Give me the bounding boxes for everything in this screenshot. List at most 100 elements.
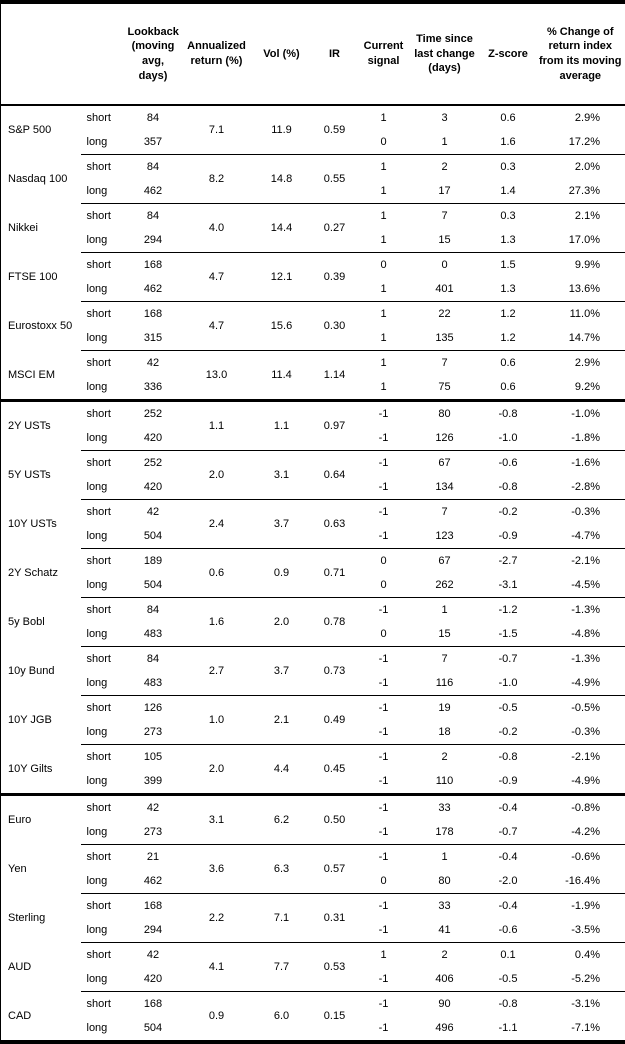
annualized-return-value: 3.6 xyxy=(181,845,253,894)
z-score-value: 0.6 xyxy=(481,105,536,130)
pct-change-value: -2.8% xyxy=(536,475,625,500)
pct-change-value: -1.0% xyxy=(536,401,625,427)
pct-change-value: -0.6% xyxy=(536,845,625,870)
ir-value: 0.64 xyxy=(311,451,359,500)
leg-label: short xyxy=(81,549,126,574)
pct-change-value: -4.8% xyxy=(536,622,625,647)
leg-label: short xyxy=(81,992,126,1017)
time-since-value: 7 xyxy=(409,351,481,376)
signal-value: 1 xyxy=(359,375,409,401)
table-row-short: Euro short 42 3.1 6.2 0.50 -1 33 -0.4 -0… xyxy=(1,795,625,821)
table-row-short: Yen short 21 3.6 6.3 0.57 -1 1 -0.4 -0.6… xyxy=(1,845,625,870)
lookback-value: 21 xyxy=(126,845,181,870)
annualized-return-value: 8.2 xyxy=(181,155,253,204)
leg-label: short xyxy=(81,155,126,180)
z-score-value: -1.2 xyxy=(481,598,536,623)
asset-name: Eurostoxx 50 xyxy=(1,302,81,351)
asset-name: 10Y Gilts xyxy=(1,745,81,795)
ir-value: 0.39 xyxy=(311,253,359,302)
table-row-short: 10Y Gilts short 105 2.0 4.4 0.45 -1 2 -0… xyxy=(1,745,625,770)
annualized-return-value: 13.0 xyxy=(181,351,253,401)
header-lookback: Lookback (moving avg, days) xyxy=(126,2,181,105)
asset-name: 2Y Schatz xyxy=(1,549,81,598)
annualized-return-value: 4.0 xyxy=(181,204,253,253)
pct-change-value: -0.3% xyxy=(536,500,625,525)
lookback-value: 462 xyxy=(126,869,181,894)
z-score-value: -1.0 xyxy=(481,426,536,451)
table-header: Lookback (moving avg, days) Annualized r… xyxy=(1,2,625,105)
z-score-value: -0.5 xyxy=(481,696,536,721)
signal-value: -1 xyxy=(359,647,409,672)
time-since-value: 17 xyxy=(409,179,481,204)
lookback-value: 84 xyxy=(126,204,181,229)
z-score-value: -0.8 xyxy=(481,745,536,770)
z-score-value: 1.2 xyxy=(481,302,536,327)
signal-value: -1 xyxy=(359,1016,409,1042)
lookback-value: 84 xyxy=(126,105,181,130)
table-row-short: 5Y USTs short 252 2.0 3.1 0.64 -1 67 -0.… xyxy=(1,451,625,476)
z-score-value: -0.4 xyxy=(481,845,536,870)
ir-value: 0.63 xyxy=(311,500,359,549)
annualized-return-value: 4.7 xyxy=(181,253,253,302)
annualized-return-value: 7.1 xyxy=(181,105,253,155)
table-row-short: 10Y JGB short 126 1.0 2.1 0.49 -1 19 -0.… xyxy=(1,696,625,721)
lookback-value: 420 xyxy=(126,967,181,992)
pct-change-value: -1.8% xyxy=(536,426,625,451)
table-row-short: 2Y Schatz short 189 0.6 0.9 0.71 0 67 -2… xyxy=(1,549,625,574)
signal-value: -1 xyxy=(359,894,409,919)
time-since-value: 135 xyxy=(409,326,481,351)
signal-value: 0 xyxy=(359,573,409,598)
leg-label: long xyxy=(81,228,126,253)
ir-value: 0.57 xyxy=(311,845,359,894)
pct-change-value: 2.9% xyxy=(536,351,625,376)
annualized-return-value: 4.1 xyxy=(181,943,253,992)
asset-name: Nasdaq 100 xyxy=(1,155,81,204)
ir-value: 0.31 xyxy=(311,894,359,943)
time-since-value: 22 xyxy=(409,302,481,327)
leg-label: long xyxy=(81,1016,126,1042)
lookback-value: 315 xyxy=(126,326,181,351)
signal-value: -1 xyxy=(359,720,409,745)
signal-value: -1 xyxy=(359,992,409,1017)
lookback-value: 252 xyxy=(126,451,181,476)
leg-label: long xyxy=(81,179,126,204)
table-row-short: Nikkei short 84 4.0 14.4 0.27 1 7 0.3 2.… xyxy=(1,204,625,229)
leg-label: long xyxy=(81,524,126,549)
table-row-short: 10y Bund short 84 2.7 3.7 0.73 -1 7 -0.7… xyxy=(1,647,625,672)
z-score-value: -0.8 xyxy=(481,475,536,500)
pct-change-value: -3.5% xyxy=(536,918,625,943)
annualized-return-value: 2.0 xyxy=(181,451,253,500)
header-ir: IR xyxy=(311,2,359,105)
signal-value: 1 xyxy=(359,277,409,302)
time-since-value: 1 xyxy=(409,845,481,870)
time-since-value: 2 xyxy=(409,943,481,968)
vol-value: 11.4 xyxy=(253,351,311,401)
lookback-value: 42 xyxy=(126,500,181,525)
header-annualized-return: Annualized return (%) xyxy=(181,2,253,105)
asset-name: Nikkei xyxy=(1,204,81,253)
leg-label: long xyxy=(81,967,126,992)
lookback-value: 420 xyxy=(126,475,181,500)
lookback-value: 168 xyxy=(126,894,181,919)
table-row-short: 5y Bobl short 84 1.6 2.0 0.78 -1 1 -1.2 … xyxy=(1,598,625,623)
ir-value: 0.73 xyxy=(311,647,359,696)
ir-value: 0.53 xyxy=(311,943,359,992)
z-score-value: 0.3 xyxy=(481,204,536,229)
leg-label: long xyxy=(81,720,126,745)
asset-name: CAD xyxy=(1,992,81,1043)
lookback-value: 462 xyxy=(126,179,181,204)
leg-label: short xyxy=(81,500,126,525)
leg-label: short xyxy=(81,253,126,278)
leg-label: short xyxy=(81,795,126,821)
z-score-value: -3.1 xyxy=(481,573,536,598)
ir-value: 0.27 xyxy=(311,204,359,253)
annualized-return-value: 1.1 xyxy=(181,401,253,451)
vol-value: 2.0 xyxy=(253,598,311,647)
time-since-value: 67 xyxy=(409,451,481,476)
vol-value: 4.4 xyxy=(253,745,311,795)
signal-value: -1 xyxy=(359,426,409,451)
signal-value: -1 xyxy=(359,500,409,525)
z-score-value: -0.2 xyxy=(481,500,536,525)
annualized-return-value: 0.6 xyxy=(181,549,253,598)
